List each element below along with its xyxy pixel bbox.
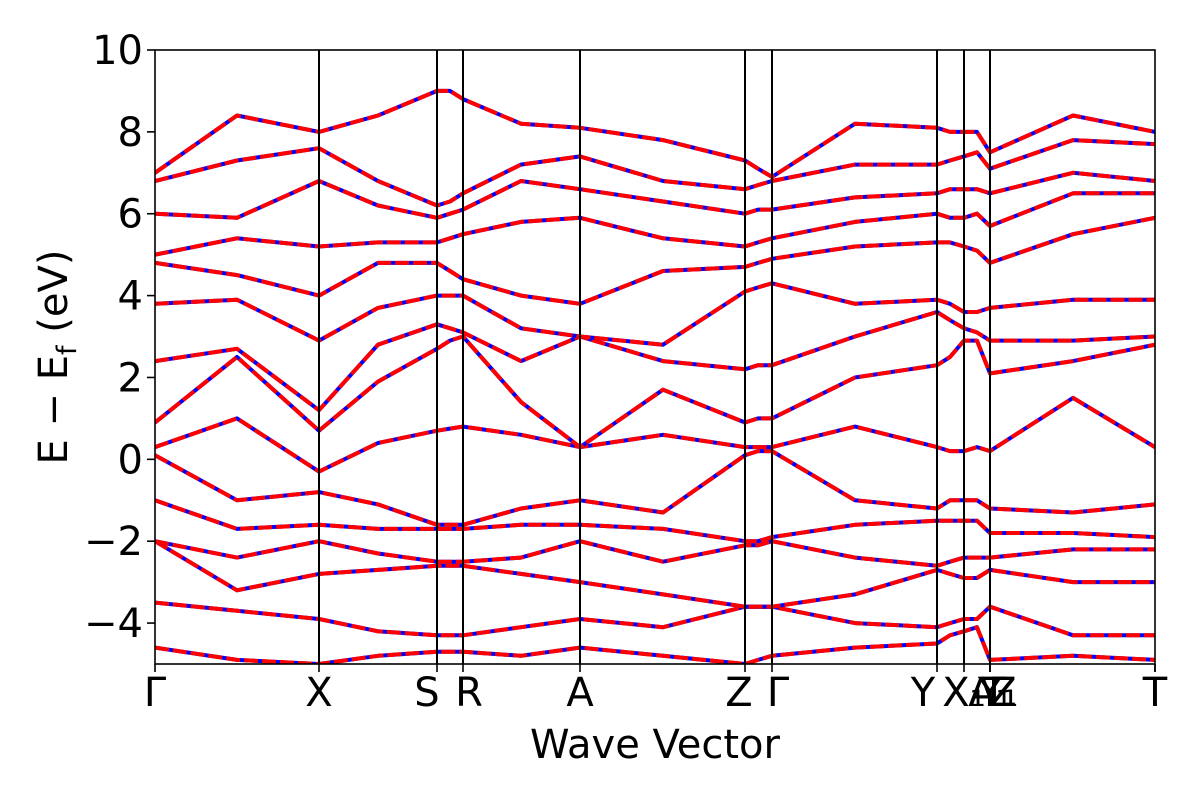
- x-tick-label: Γ: [767, 670, 790, 716]
- x-tick-label: X₁: [942, 670, 985, 716]
- y-tick-label: 0: [118, 437, 143, 483]
- x-tick-label: X: [305, 670, 332, 716]
- x-tick-label: Γ: [144, 670, 167, 716]
- y-tick-label: 8: [118, 110, 143, 156]
- y-tick-label: 2: [118, 355, 143, 401]
- x-tick-label: A₁: [968, 670, 1011, 716]
- y-tick-label: −4: [84, 601, 143, 647]
- x-tick-label: Y: [910, 670, 936, 716]
- y-tick-label: 6: [118, 192, 143, 238]
- x-tick-label: S: [414, 670, 439, 716]
- x-tick-label: T: [1142, 670, 1168, 716]
- band-line-red-5: [155, 449, 1155, 527]
- x-tick-label: Z: [989, 670, 1016, 716]
- plot-frame: [154, 49, 1156, 665]
- y-tick-label: 4: [118, 274, 143, 320]
- y-axis-label-main: E − E: [31, 355, 77, 465]
- high-symmetry-lines: [318, 50, 991, 664]
- y-axis-label-unit: (eV): [31, 250, 77, 346]
- y-axis-label-subscript: f: [52, 344, 83, 355]
- x-tick-label: Y₁: [977, 670, 1018, 716]
- band-line-red-2: [155, 539, 1155, 609]
- band-line-red-0: [155, 625, 1155, 664]
- y-axis-ticks: −4 −2 0 2 4 6 8 10: [84, 28, 155, 647]
- y-tick-label: 10: [92, 28, 143, 74]
- x-tick-label: A: [566, 670, 594, 716]
- x-tick-label: R: [455, 670, 483, 716]
- x-tick-label: Z: [725, 670, 752, 716]
- x-tick-label: T: [981, 670, 1007, 716]
- x-axis-label: Wave Vector: [530, 722, 781, 768]
- y-tick-label: −2: [84, 519, 143, 565]
- y-axis-label: E − Ef (eV): [31, 250, 83, 465]
- band-line-red-14: [155, 88, 1155, 179]
